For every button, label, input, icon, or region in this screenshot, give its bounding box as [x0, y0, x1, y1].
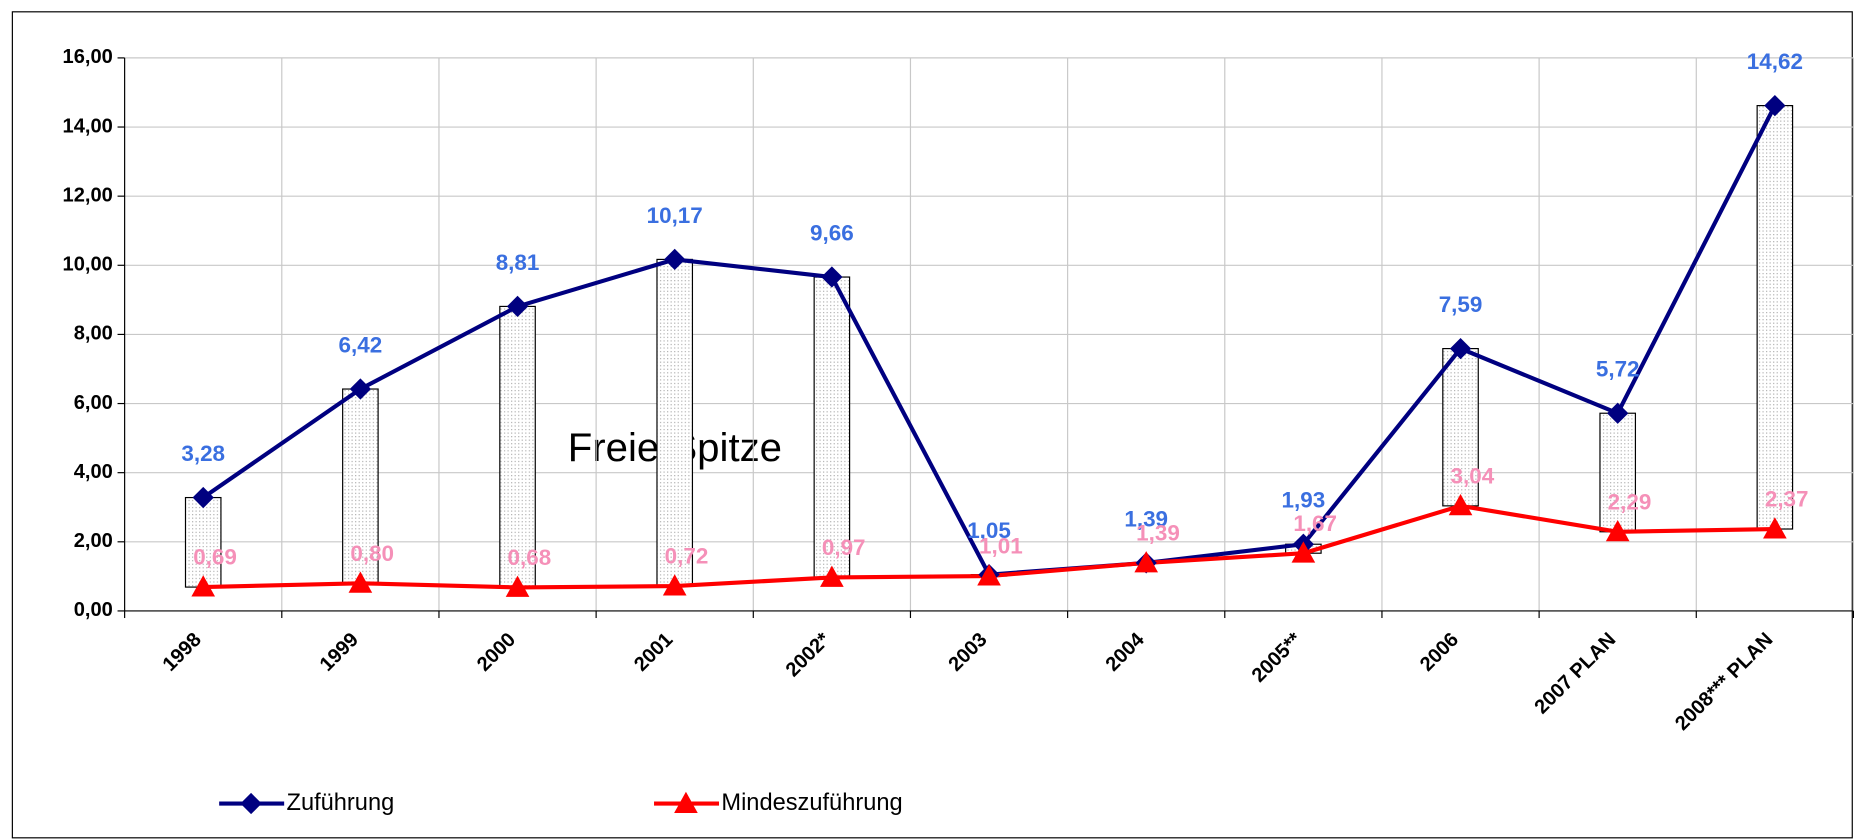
triangle-marker: [977, 564, 1001, 586]
data-label: 1,05: [967, 518, 1011, 543]
data-label: 0,69: [193, 545, 237, 570]
data-label: 0,68: [508, 545, 552, 570]
data-label: 2,29: [1608, 489, 1652, 514]
triangle-marker: [674, 791, 698, 814]
gap-bar: [1599, 412, 1637, 533]
data-label: 3,28: [181, 441, 225, 466]
diamond-marker: [240, 792, 262, 815]
data-label: 0,72: [665, 544, 709, 569]
triangle-marker: [662, 574, 687, 596]
diamond-marker: [506, 295, 529, 318]
y-tick-label: 2,00: [74, 530, 113, 552]
y-tick-label: 0,00: [74, 599, 113, 621]
gap-bar: [1756, 105, 1794, 530]
y-tick-label: 10,00: [63, 254, 113, 276]
gap-bar: [656, 258, 694, 587]
triangle-marker: [191, 575, 216, 597]
y-tick-label: 16,00: [63, 46, 113, 68]
triangle-marker: [348, 571, 373, 593]
triangle-marker: [1605, 519, 1630, 542]
data-label: 1,39: [1136, 520, 1180, 545]
diamond-marker: [192, 486, 214, 509]
data-label: 9,66: [810, 220, 854, 245]
gap-bar: [184, 496, 222, 588]
data-label: 5,72: [1596, 357, 1640, 382]
y-tick-label: 6,00: [74, 392, 113, 414]
triangle-marker: [1291, 541, 1316, 563]
data-label: 0,80: [350, 541, 394, 566]
legend-label: Zuführung: [287, 790, 395, 816]
gap-bar: [342, 388, 379, 584]
data-label: 6,42: [339, 332, 383, 357]
triangle-marker: [820, 565, 844, 587]
y-tick-label: 4,00: [74, 461, 113, 483]
gap-bar: [813, 276, 851, 578]
data-label: 2,37: [1765, 487, 1809, 512]
y-tick-label: 14,00: [63, 115, 113, 137]
data-label: 7,59: [1439, 292, 1483, 317]
y-tick-label: 12,00: [63, 184, 113, 206]
chart-border: [11, 11, 1853, 839]
data-label: 1,67: [1293, 511, 1337, 536]
data-label: 14,62: [1747, 49, 1803, 74]
diamond-marker: [1607, 402, 1629, 424]
triangle-marker: [1134, 551, 1159, 573]
data-label: 8,81: [496, 250, 540, 275]
data-label: 10,17: [647, 203, 703, 228]
diamond-marker: [821, 266, 843, 288]
y-tick-label: 8,00: [74, 323, 113, 345]
triangle-marker: [505, 575, 530, 597]
diamond-marker: [664, 248, 686, 271]
data-label: 1,39: [1124, 506, 1168, 531]
triangle-marker: [1763, 517, 1787, 539]
data-label: 0,97: [822, 535, 866, 560]
legend-label: Mindeszuführung: [721, 790, 902, 816]
data-label: 3,04: [1451, 463, 1495, 488]
triangle-marker: [1448, 494, 1473, 516]
data-label: 1,01: [979, 534, 1023, 559]
data-label: 1,93: [1282, 488, 1326, 513]
